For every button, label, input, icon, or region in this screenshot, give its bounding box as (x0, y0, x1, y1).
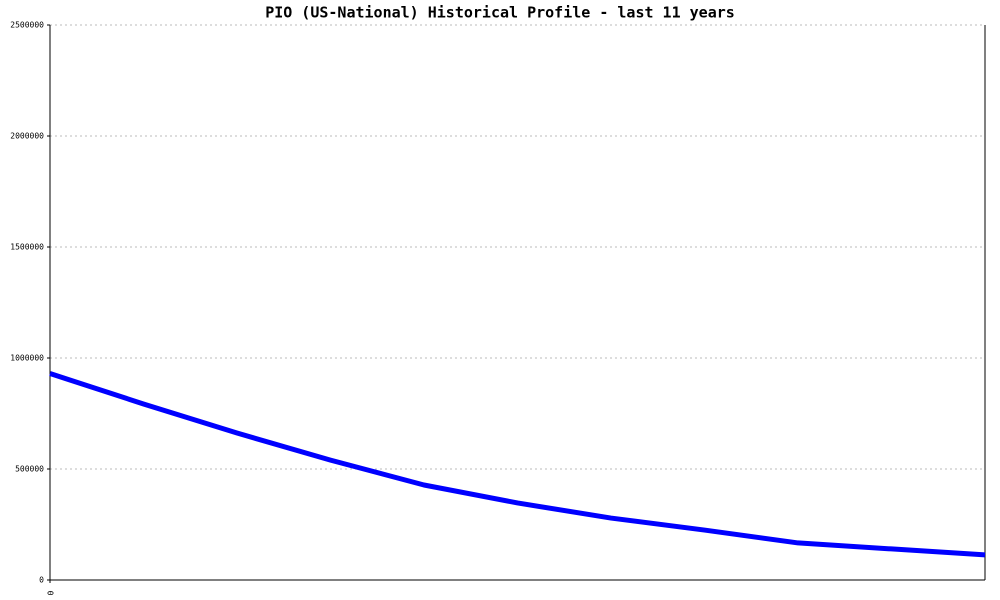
y-tick-label: 1000000 (10, 354, 44, 363)
y-tick-label: 2000000 (10, 132, 44, 141)
y-tick-label: 500000 (15, 465, 44, 474)
data-line (49, 371, 986, 558)
chart-title: PIO (US-National) Historical Profile - l… (265, 4, 735, 22)
y-tick-label: 2500000 (10, 21, 44, 30)
y-tick-label: 0 (39, 576, 44, 585)
x-tick-label: 0 (46, 591, 55, 596)
y-tick-label: 1500000 (10, 243, 44, 252)
